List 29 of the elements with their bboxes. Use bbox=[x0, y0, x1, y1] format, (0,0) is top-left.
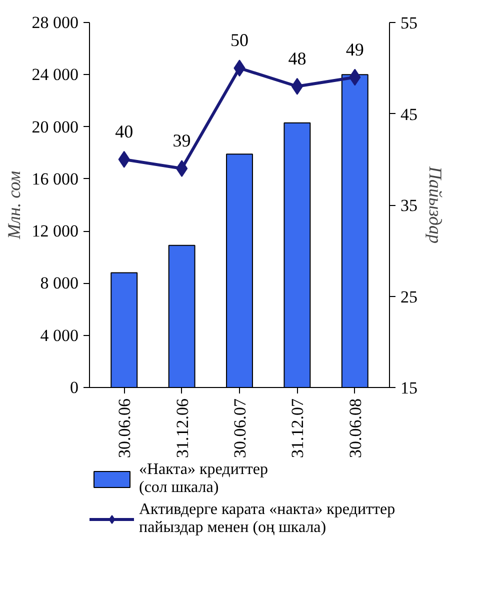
data-label: 49 bbox=[346, 39, 364, 60]
y2-tick-label: 25 bbox=[400, 287, 418, 306]
y-tick-label: 12 000 bbox=[32, 222, 78, 241]
x-tick-label: 30.06.06 bbox=[115, 398, 134, 458]
y2-axis-title: Пайыздар bbox=[426, 165, 446, 244]
y-tick-label: 24 000 bbox=[32, 65, 78, 84]
y2-tick-label: 45 bbox=[400, 104, 418, 124]
data-label: 40 bbox=[115, 121, 134, 142]
data-label: 39 bbox=[172, 130, 191, 150]
y-tick-label: 8 000 bbox=[40, 274, 78, 293]
point bbox=[291, 78, 304, 95]
y2-tick-label: 15 bbox=[400, 378, 418, 398]
y-tick-label: 20 000 bbox=[32, 117, 78, 136]
y-tick-label: 0 bbox=[70, 378, 78, 397]
y-axis-title: Млн. сом bbox=[4, 170, 24, 240]
legend-label: «Накта» кредиттер (сол шкала) bbox=[139, 461, 268, 497]
x-tick-label: 31.12.06 bbox=[172, 398, 192, 458]
x-tick-label: 30.06.08 bbox=[346, 398, 365, 458]
y-tick-label: 4 000 bbox=[40, 326, 78, 345]
y-tick-label: 28 000 bbox=[32, 13, 78, 32]
x-tick-label: 31.12.07 bbox=[288, 398, 308, 458]
point bbox=[176, 160, 188, 177]
data-label: 50 bbox=[230, 30, 248, 50]
y-tick-label: 16 000 bbox=[32, 169, 78, 188]
x-tick-label: 30.06.07 bbox=[230, 398, 250, 458]
y2-tick-label: 55 bbox=[400, 14, 418, 32]
y2-tick-label: 35 bbox=[400, 196, 418, 215]
data-label: 48 bbox=[288, 48, 306, 68]
legend-label: Активдерге карата «накта» кредиттер пайыздар менен (оң шкала) bbox=[139, 501, 396, 537]
